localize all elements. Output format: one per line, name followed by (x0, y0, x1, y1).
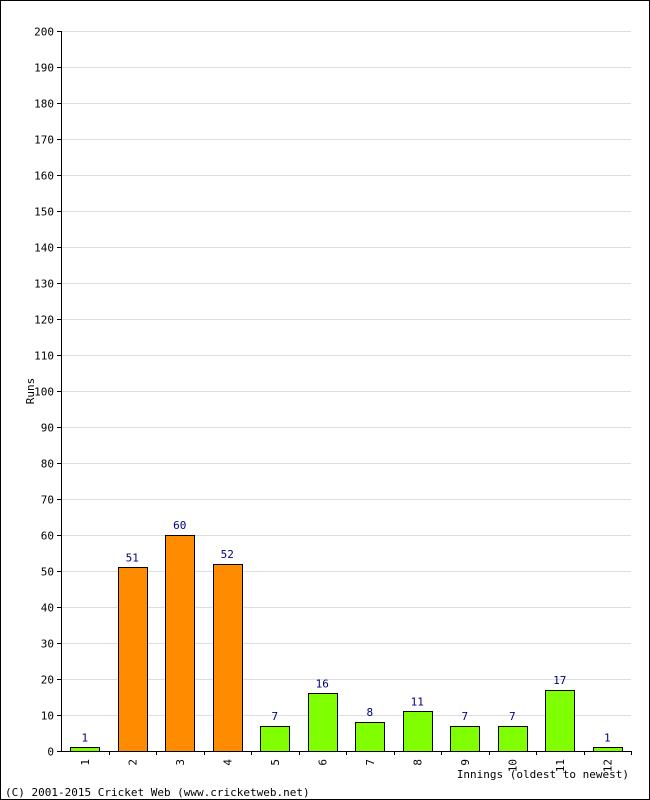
y-tick-label: 90 (41, 422, 54, 435)
data-label: 7 (461, 710, 468, 723)
data-label: 8 (366, 706, 373, 719)
data-label: 51 (126, 551, 139, 564)
bar (450, 726, 480, 752)
x-tick-label: 4 (221, 759, 234, 766)
y-tick-label: 0 (47, 746, 54, 759)
data-label: 1 (604, 731, 611, 744)
y-tick-label: 200 (34, 26, 54, 39)
data-label: 1 (81, 731, 88, 744)
y-tick-label: 110 (34, 350, 54, 363)
bar (260, 726, 290, 752)
y-tick-label: 80 (41, 458, 54, 471)
bar (545, 690, 575, 752)
y-tick-label: 170 (34, 134, 54, 147)
data-label: 11 (411, 695, 424, 708)
bar (213, 564, 243, 752)
x-tick-label: 7 (364, 759, 377, 766)
y-tick-label: 30 (41, 638, 54, 651)
x-axis-title: Innings (oldest to newest) (457, 768, 629, 781)
bar (308, 693, 338, 752)
y-tick-label: 10 (41, 710, 54, 723)
y-tick-label: 100 (34, 386, 54, 399)
y-tick-label: 140 (34, 242, 54, 255)
data-label: 60 (173, 519, 186, 532)
data-label: 17 (553, 674, 566, 687)
y-tick-label: 50 (41, 566, 54, 579)
x-tick-label: 2 (126, 759, 139, 766)
x-tick-label: 10 (506, 759, 519, 772)
y-tick-label: 40 (41, 602, 54, 615)
y-tick-label: 120 (34, 314, 54, 327)
copyright-footer: (C) 2001-2015 Cricket Web (www.cricketwe… (5, 786, 310, 799)
y-tick-label: 130 (34, 278, 54, 291)
data-label: 52 (221, 548, 234, 561)
x-tick-label: 5 (269, 759, 282, 766)
x-tick-label: 6 (316, 759, 329, 766)
y-tick-label: 160 (34, 170, 54, 183)
y-tick-label: 150 (34, 206, 54, 219)
data-label: 7 (509, 710, 516, 723)
bar (403, 711, 433, 752)
y-tick-label: 180 (34, 98, 54, 111)
y-tick-label: 190 (34, 62, 54, 75)
y-tick-label: 60 (41, 530, 54, 543)
bar (70, 747, 100, 752)
x-tick-label: 8 (411, 759, 424, 766)
y-axis-title: Runs (24, 378, 37, 405)
data-label: 16 (316, 677, 329, 690)
x-tick-label: 12 (601, 759, 614, 772)
x-tick-label: 11 (554, 759, 567, 772)
bar (498, 726, 528, 752)
bar (118, 567, 148, 752)
x-tick-label: 9 (459, 759, 472, 766)
x-tick-label: 1 (79, 759, 92, 766)
x-tick-label: 3 (174, 759, 187, 766)
bar (593, 747, 623, 752)
data-label: 7 (271, 710, 278, 723)
bar (355, 722, 385, 752)
bar (165, 535, 195, 752)
y-tick-label: 70 (41, 494, 54, 507)
y-tick-label: 20 (41, 674, 54, 687)
